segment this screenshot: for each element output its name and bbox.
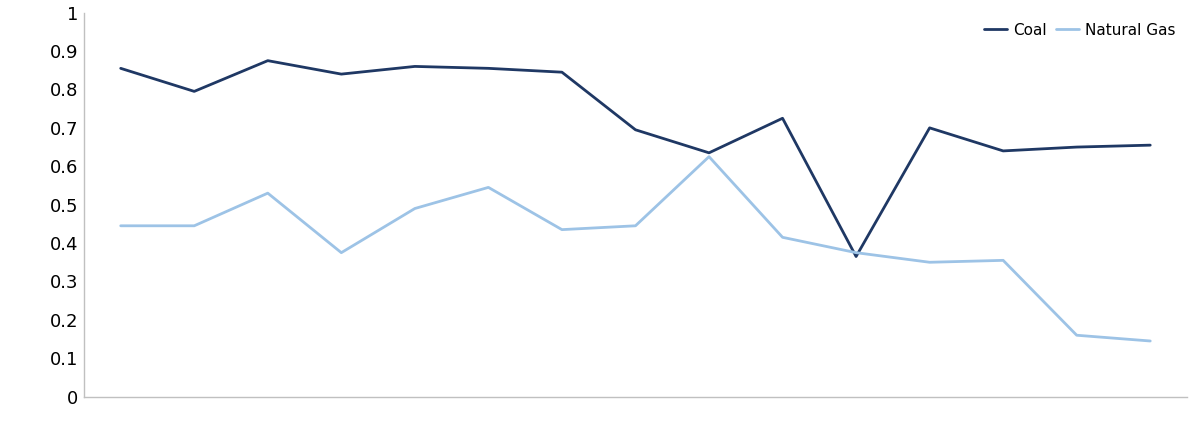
Natural Gas (849, 250, 863, 255)
Coal (187, 89, 201, 94)
Coal (1070, 144, 1084, 149)
Coal (1143, 143, 1157, 148)
Line: Coal: Coal (121, 61, 1150, 257)
Coal (628, 127, 643, 133)
Coal (481, 66, 495, 71)
Coal (849, 254, 863, 259)
Natural Gas (996, 258, 1011, 263)
Natural Gas (701, 154, 716, 159)
Natural Gas (335, 250, 349, 255)
Natural Gas (481, 185, 495, 190)
Natural Gas (187, 223, 201, 228)
Natural Gas (776, 235, 790, 240)
Coal (260, 58, 275, 63)
Line: Natural Gas: Natural Gas (121, 157, 1150, 341)
Natural Gas (1070, 333, 1084, 338)
Coal (335, 72, 349, 77)
Natural Gas (555, 227, 570, 232)
Coal (555, 70, 570, 75)
Legend: Coal, Natural Gas: Coal, Natural Gas (978, 16, 1181, 44)
Natural Gas (628, 223, 643, 228)
Natural Gas (408, 206, 422, 211)
Natural Gas (114, 223, 128, 228)
Natural Gas (260, 191, 275, 196)
Coal (408, 64, 422, 69)
Coal (776, 116, 790, 121)
Coal (114, 66, 128, 71)
Natural Gas (922, 260, 936, 265)
Coal (996, 149, 1011, 154)
Natural Gas (1143, 338, 1157, 344)
Coal (922, 125, 936, 130)
Coal (701, 150, 716, 155)
